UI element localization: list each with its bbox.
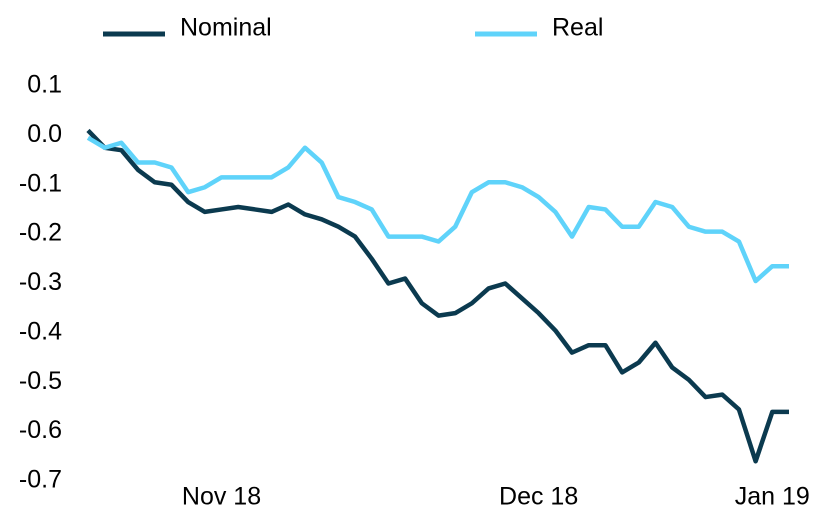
- series-line: [86, 135, 789, 284]
- x-tick-label: Dec 18: [499, 483, 578, 511]
- legend-label: Real: [552, 14, 603, 42]
- y-tick-label: 0.1: [27, 71, 62, 99]
- y-tick-label: -0.1: [19, 169, 62, 197]
- y-tick-label: -0.6: [19, 416, 62, 444]
- legend-label: Nominal: [180, 14, 272, 42]
- series-line: [86, 128, 789, 464]
- y-tick-label: -0.5: [19, 367, 62, 395]
- y-tick-label: -0.3: [19, 268, 62, 296]
- x-tick-label: Jan 19: [735, 483, 810, 511]
- y-tick-label: -0.7: [19, 466, 62, 494]
- x-tick-label: Nov 18: [182, 483, 261, 511]
- y-tick-label: -0.2: [19, 219, 62, 247]
- y-tick-label: -0.4: [19, 317, 62, 345]
- y-tick-label: 0.0: [27, 120, 62, 148]
